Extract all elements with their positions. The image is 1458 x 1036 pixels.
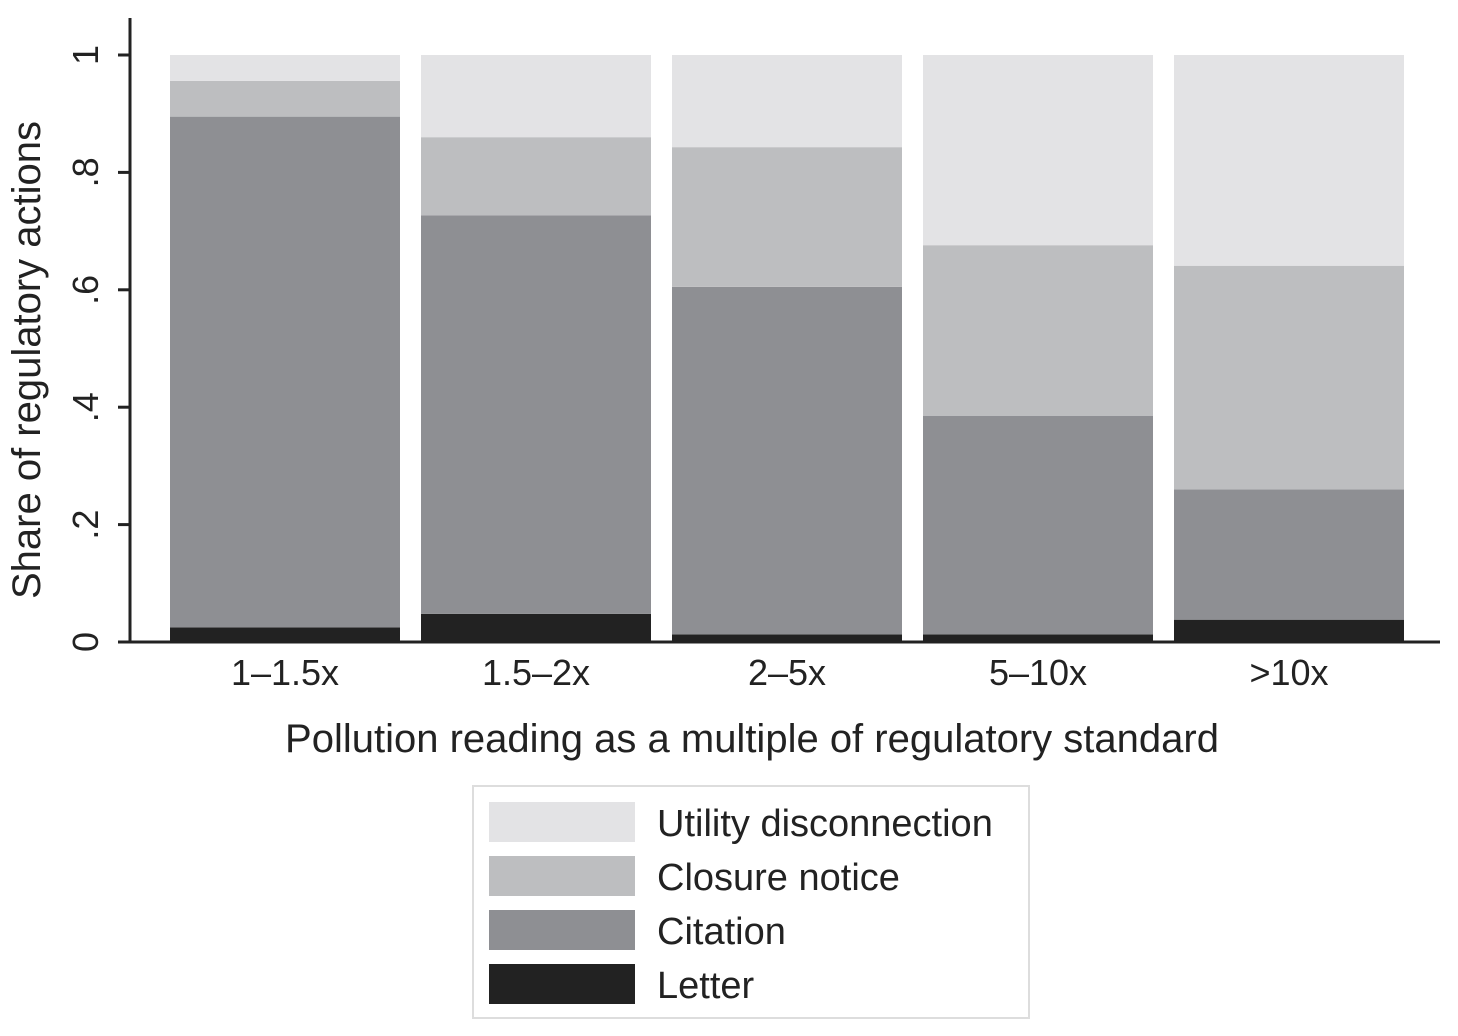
legend-swatch-letter — [489, 964, 635, 1004]
axes-layer — [128, 18, 1440, 644]
bar-segment-letter-1 — [421, 613, 651, 642]
bar-segment-closure-notice-0 — [170, 80, 400, 117]
x-tick-label-0: 1–1.5x — [231, 652, 339, 693]
y-tick-label-5: 1 — [65, 45, 106, 65]
legend-swatch-citation — [489, 910, 635, 950]
y-tick-label-1: .2 — [65, 510, 106, 540]
legend-label-letter: Letter — [657, 965, 755, 1007]
bars-layer — [170, 55, 1404, 642]
bar-segment-utility-disconnection-2 — [672, 55, 902, 148]
x-tick-label-4: >10x — [1249, 652, 1328, 693]
legend-swatch-closure-notice — [489, 856, 635, 896]
y-tick-label-2: .4 — [65, 392, 106, 422]
bar-segment-letter-0 — [170, 627, 400, 642]
y-tick-label-3: .6 — [65, 275, 106, 305]
bar-segment-citation-3 — [923, 416, 1153, 635]
x-tick-label-2: 2–5x — [748, 652, 826, 693]
bar-segment-citation-4 — [1174, 489, 1404, 620]
bar-segment-citation-1 — [421, 215, 651, 614]
bar-segment-citation-0 — [170, 116, 400, 628]
legend: Utility disconnection Closure notice Citat… — [472, 785, 1030, 1019]
legend-swatch-utility-disconnection — [489, 802, 635, 842]
y-tick-label-4: .8 — [65, 157, 106, 187]
bar-segment-utility-disconnection-1 — [421, 55, 651, 138]
bar-segment-letter-3 — [923, 634, 1153, 642]
bar-segment-closure-notice-4 — [1174, 265, 1404, 490]
x-axis-title: Pollution reading as a multiple of regul… — [285, 717, 1219, 761]
bar-segment-closure-notice-3 — [923, 245, 1153, 417]
bar-segment-closure-notice-1 — [421, 137, 651, 216]
bar-segment-closure-notice-2 — [672, 147, 902, 287]
x-ticks: 1–1.5x 1.5–2x 2–5x 5–10x >10x — [231, 652, 1329, 693]
y-axis-title: Share of regulatory actions — [5, 121, 49, 599]
legend-label-utility-disconnection: Utility disconnection — [657, 803, 993, 845]
x-tick-label-1: 1.5–2x — [482, 652, 590, 693]
y-ticks: 0 .2 .4 .6 .8 1 — [65, 45, 130, 652]
bar-segment-utility-disconnection-4 — [1174, 55, 1404, 266]
bar-segment-utility-disconnection-3 — [923, 55, 1153, 246]
x-tick-label-3: 5–10x — [989, 652, 1087, 693]
y-tick-label-0: 0 — [65, 632, 106, 652]
bar-segment-letter-4 — [1174, 619, 1404, 642]
bar-segment-utility-disconnection-0 — [170, 55, 400, 81]
legend-label-citation: Citation — [657, 911, 786, 953]
bar-segment-letter-2 — [672, 634, 902, 642]
legend-label-closure-notice: Closure notice — [657, 857, 900, 899]
bar-segment-citation-2 — [672, 286, 902, 635]
